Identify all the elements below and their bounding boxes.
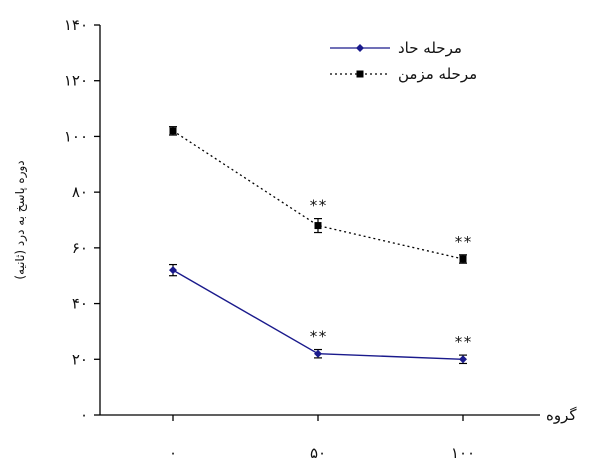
y-tick-label: ۴۰ — [72, 295, 88, 313]
data-point — [459, 355, 467, 364]
y-tick-label: ۲۰ — [72, 350, 88, 368]
legend-marker — [356, 70, 364, 78]
y-tick-label: ۰ — [80, 406, 88, 424]
y-tick-label: ۱۰۰ — [64, 127, 88, 145]
legend-label: مرحله مزمن — [398, 65, 477, 83]
y-tick-label: ۸۰ — [72, 183, 88, 201]
y-tick-label: ۱۴۰ — [64, 16, 88, 34]
axes — [99, 25, 540, 416]
series-line — [172, 269, 464, 360]
x-tick-label: ۵۰ — [310, 444, 326, 462]
data-point — [314, 349, 322, 358]
series-2: ** ** — [169, 126, 472, 264]
significance-label: ** — [309, 328, 327, 346]
y-tick-label: ۶۰ — [72, 239, 88, 257]
y-ticks: ۰ ۲۰ ۴۰ ۶۰ ۸۰ ۱۰۰ ۱۲۰ ۱۴۰ — [64, 16, 100, 424]
significance-label: ** — [454, 233, 472, 251]
y-tick-label: ۱۲۰ — [64, 72, 88, 90]
x-ticks: ۰ ۵۰ ۱۰۰ — [169, 415, 475, 462]
data-point — [169, 127, 177, 135]
x-tick-label: ۱۰۰ — [451, 444, 475, 462]
plot-area: ** ** ** ** — [169, 126, 472, 365]
data-point — [314, 222, 322, 230]
data-point — [169, 266, 177, 275]
legend: مرحله حاد مرحله مزمن — [330, 39, 477, 83]
x-axis-label: گروه — [546, 406, 577, 424]
significance-label: ** — [309, 197, 327, 215]
data-point — [459, 255, 467, 263]
significance-label: ** — [454, 333, 472, 351]
y-axis-label: دوره پاسخ به درد (ثانیه) — [13, 160, 28, 279]
legend-marker — [356, 44, 364, 52]
x-tick-label: ۰ — [169, 444, 177, 462]
series-1: ** ** — [169, 263, 472, 365]
series-line — [172, 130, 464, 260]
legend-label: مرحله حاد — [398, 39, 462, 57]
